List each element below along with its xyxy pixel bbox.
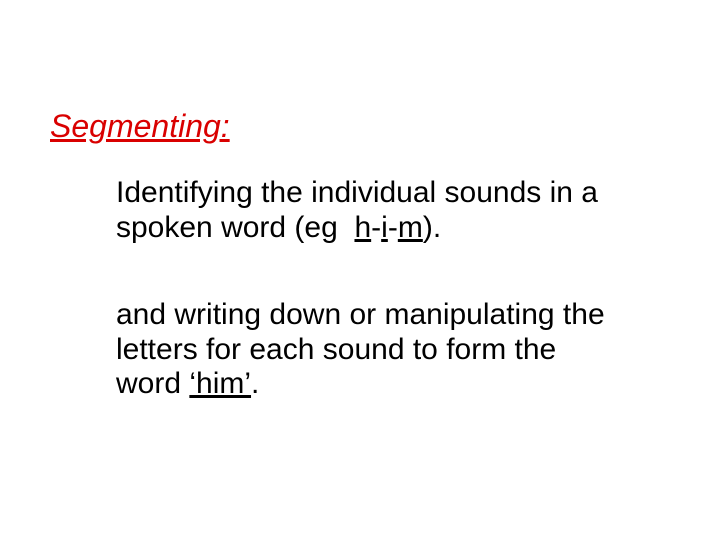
para2-suffix: . (251, 367, 259, 400)
segment-dash-1: - (371, 211, 381, 244)
word-him: ‘him’ (189, 367, 251, 400)
paragraph-1: Identifying the individual sounds in a s… (116, 176, 626, 245)
segment-m: m (398, 211, 423, 244)
slide: Segmenting: Identifying the individual s… (0, 0, 720, 540)
para1-suffix: ). (423, 211, 441, 244)
segment-i: i (381, 211, 388, 244)
heading-segmenting: Segmenting: (50, 108, 230, 145)
paragraph-2: and writing down or manipulating the let… (116, 298, 626, 402)
segment-h: h (354, 211, 371, 244)
segment-dash-2: - (388, 211, 398, 244)
